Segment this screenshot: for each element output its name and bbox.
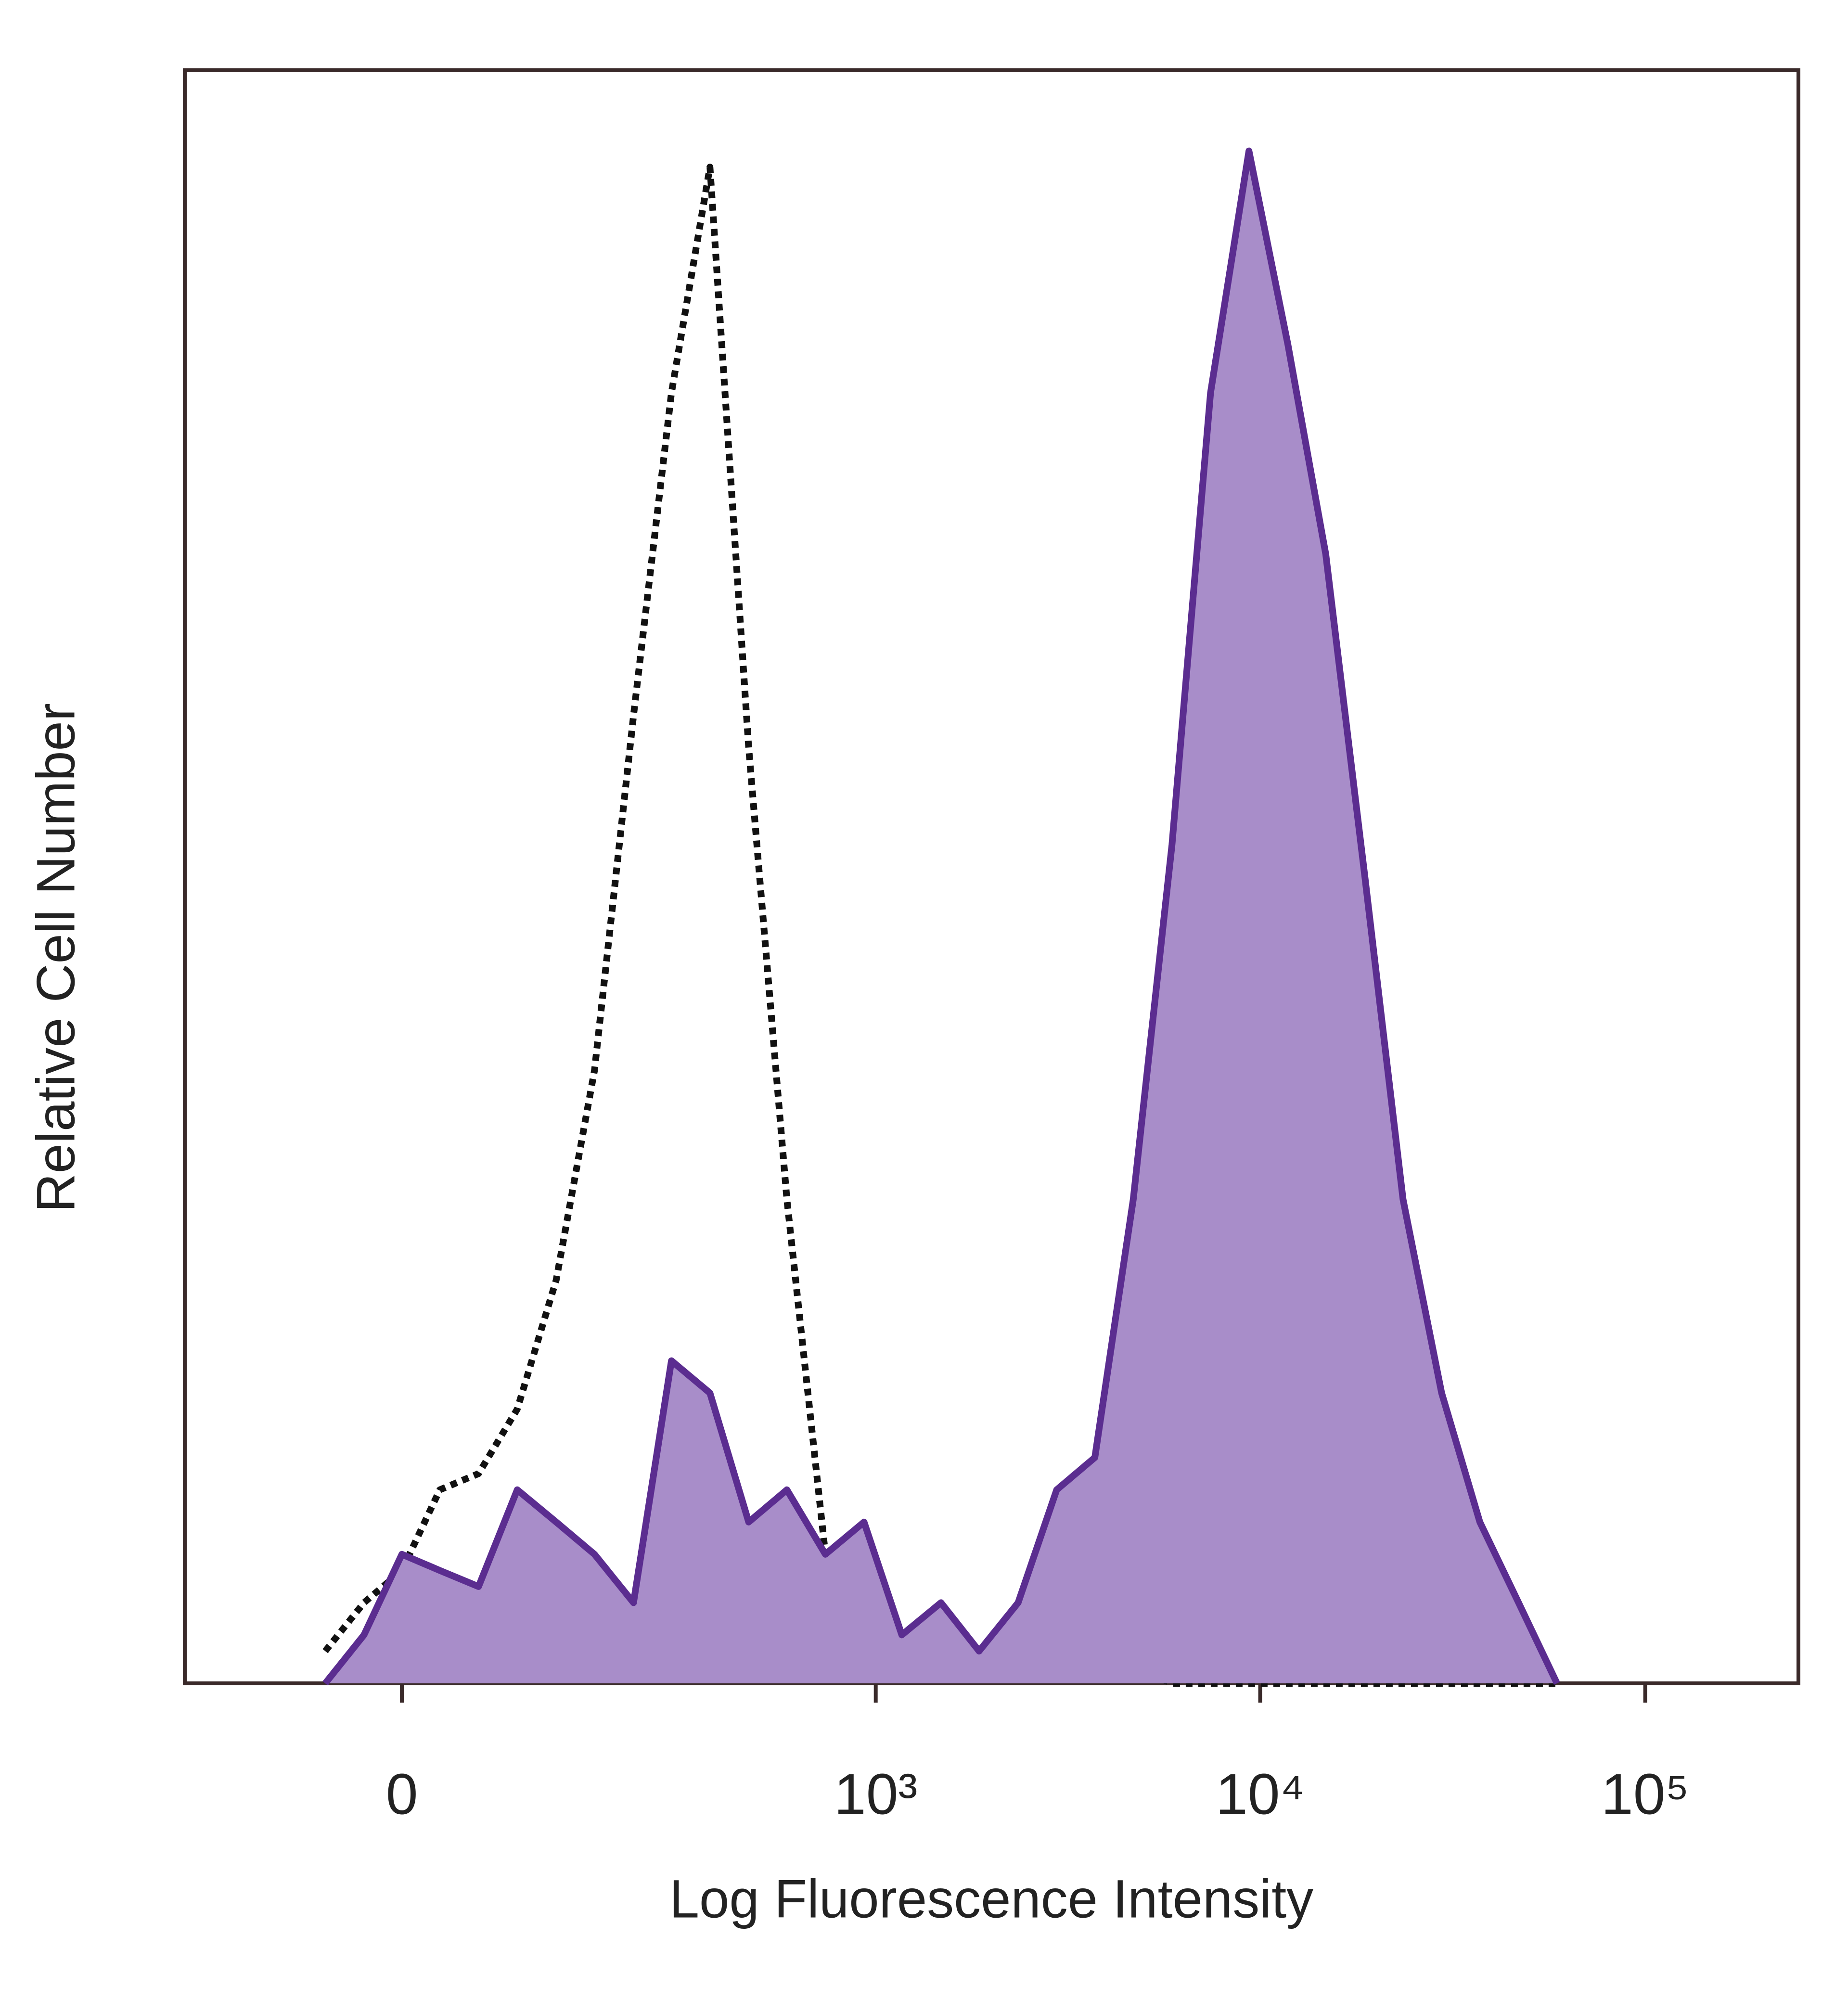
x-tick-label: 10⁵ bbox=[1601, 1762, 1689, 1827]
y-axis-label: Relative Cell Number bbox=[26, 703, 86, 1212]
x-tick-label: 10⁴ bbox=[1216, 1762, 1305, 1827]
x-tick-label: 10³ bbox=[834, 1762, 917, 1827]
x-tick-label: 0 bbox=[386, 1762, 418, 1827]
series-area bbox=[325, 151, 1557, 1683]
series-line bbox=[322, 147, 1560, 1686]
plot-frame bbox=[183, 68, 1800, 1685]
x-axis-label: Log Fluorescence Intensity bbox=[669, 1869, 1314, 1929]
